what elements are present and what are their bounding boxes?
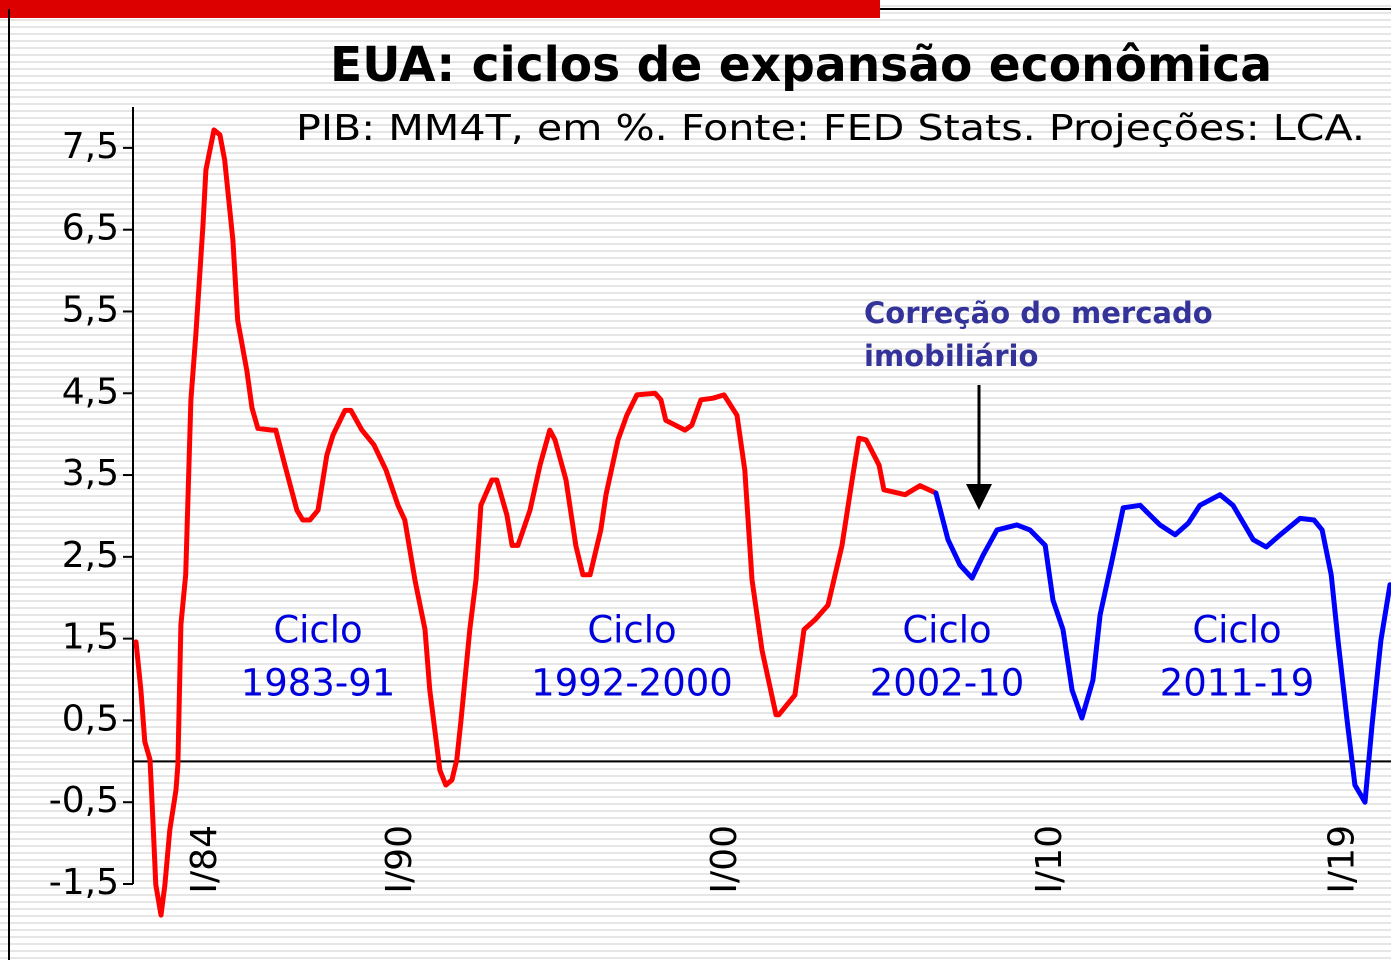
cycle-label: 2002-10 xyxy=(870,662,1025,705)
y-tick-label: 6,5 xyxy=(62,208,119,249)
note-line: imobiliário xyxy=(864,339,1038,373)
x-tick-label: I/84 xyxy=(184,825,225,894)
y-tick-label: 2,5 xyxy=(62,535,119,576)
y-tick-label: 0,5 xyxy=(62,698,119,739)
x-tick-label: I/00 xyxy=(704,825,745,894)
cycle-label: 1992-2000 xyxy=(531,662,733,705)
note-arrowhead xyxy=(966,484,992,510)
y-tick-label: -0,5 xyxy=(49,780,119,821)
chart-title: EUA: ciclos de expansão econômica xyxy=(330,37,1272,93)
chart-subtitle: PIB: MM4T, em %. Fonte: FED Stats. Proje… xyxy=(296,108,1365,149)
y-tick-label: 5,5 xyxy=(62,289,119,330)
y-tick-label: -1,5 xyxy=(49,862,119,903)
cycle-label: 1983-91 xyxy=(241,662,396,705)
line-series xyxy=(133,127,939,918)
cycle-label: Ciclo xyxy=(587,609,676,652)
cycle-label: 2011-19 xyxy=(1160,662,1315,705)
cycle-label: Ciclo xyxy=(902,609,991,652)
y-tick-label: 7,5 xyxy=(62,126,119,167)
cycle-label: Ciclo xyxy=(1192,609,1281,652)
header-bar xyxy=(0,0,880,18)
x-tick-label: I/10 xyxy=(1029,825,1070,894)
note-line: Correção do mercado xyxy=(864,296,1213,330)
y-tick-label: 1,5 xyxy=(62,617,119,658)
x-tick-label: I/19 xyxy=(1322,825,1363,894)
y-tick-label: 3,5 xyxy=(62,453,119,494)
cycle-label: Ciclo xyxy=(273,609,362,652)
line-series xyxy=(933,490,1391,805)
x-tick-label: I/90 xyxy=(379,825,420,894)
y-tick-label: 4,5 xyxy=(62,371,119,412)
